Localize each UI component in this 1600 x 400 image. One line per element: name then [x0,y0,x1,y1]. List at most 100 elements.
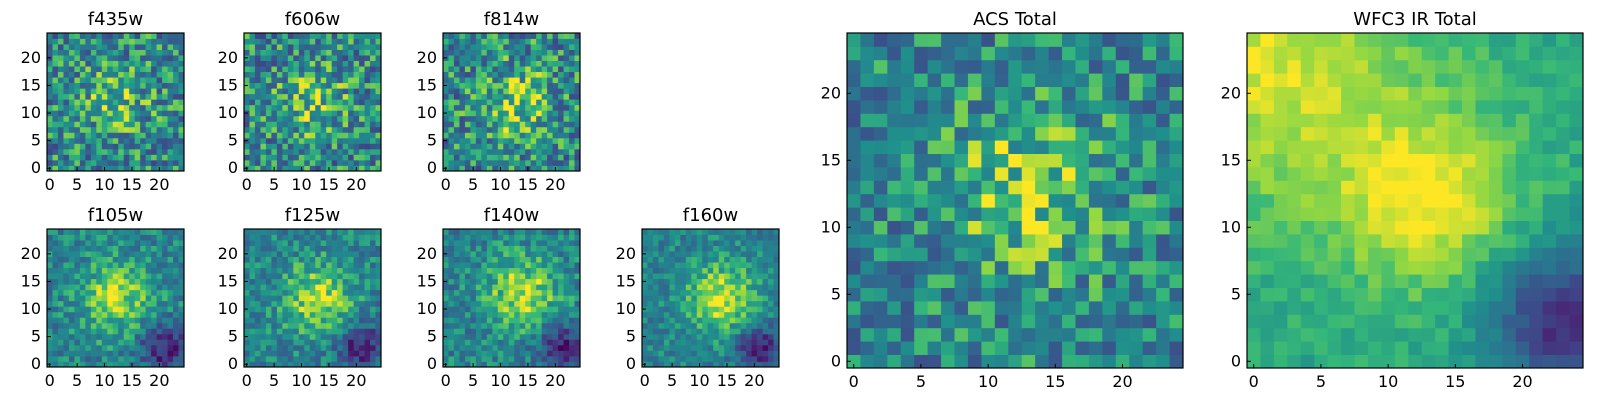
heatmap-cell [167,306,174,313]
heatmap-cell [337,71,344,78]
heatmap-cell [735,240,742,246]
heatmap-cell [129,322,136,329]
heatmap-cell [773,245,780,252]
heatmap-cell [702,344,709,351]
heatmap-cell [162,148,168,155]
heatmap-cell [519,289,526,296]
heatmap-cell [348,55,354,61]
heatmap-cell [178,60,185,67]
heatmap-cell [129,99,136,106]
heatmap-cell [552,344,559,351]
heatmap-cell [331,229,338,235]
heatmap-cell [652,361,659,368]
heatmap-cell [140,328,147,335]
heatmap-cell [298,262,305,269]
heatmap-cell [563,115,570,122]
heatmap-cell [178,71,185,78]
heatmap-cell [541,251,548,257]
heatmap-cell [178,273,185,280]
heatmap-cell [574,143,581,150]
heatmap-cell [453,154,460,161]
heatmap-cell [342,93,349,100]
heatmap-cell [370,300,376,307]
heatmap-cell [558,350,564,357]
heatmap-cell [112,229,119,235]
heatmap-cell [1075,274,1090,288]
heatmap-cell [642,256,648,263]
heatmap-cell [773,333,780,340]
heatmap-cell [569,154,575,161]
heatmap-cell [746,273,752,280]
heatmap-cell [927,234,942,248]
heatmap-cell [519,311,526,318]
heatmap-cell [525,317,532,324]
heatmap-cell [101,234,108,241]
y-tick-label: 5 [228,131,238,150]
heatmap-cell [68,289,75,296]
heatmap-cell [1075,234,1090,248]
heatmap-cell [503,66,510,73]
heatmap-cell [497,71,504,78]
heatmap-cell [887,314,902,329]
heatmap-cell [735,350,742,357]
heatmap-cell [453,317,460,324]
heatmap-cell [68,251,75,257]
heatmap-cell [497,77,504,84]
heatmap-cell [337,154,344,161]
heatmap-cell [337,339,344,346]
heatmap-cell [112,311,119,318]
heatmap-cell [162,137,168,144]
heatmap-cell [1169,207,1184,221]
heatmap-cell [315,240,322,246]
heatmap-cell [331,333,338,340]
heatmap-cell [464,121,471,128]
heatmap-cell [751,240,758,246]
heatmap-cell [1088,220,1103,235]
heatmap-cell [514,38,521,45]
heatmap-cell [530,289,537,296]
heatmap-cell [260,110,267,117]
heatmap-cell [508,328,515,335]
heatmap-cell [309,262,316,269]
x-tick-label: 15 [319,175,339,194]
heatmap-cell [696,289,703,296]
heatmap-cell [481,295,488,302]
heatmap-cell [276,60,283,67]
heatmap-cell [530,311,537,318]
heatmap-cell [658,328,665,335]
heatmap-cell [173,284,179,291]
heatmap-cell [353,154,360,161]
heatmap-cell [52,121,59,128]
heatmap-cell [1129,207,1144,221]
heatmap-cell [707,317,714,324]
heatmap-cell [315,165,322,172]
heatmap-cell [508,121,515,128]
heatmap-cell [118,71,125,78]
heatmap-cell [112,256,119,263]
heatmap-cell [914,167,929,181]
heatmap-cell [96,229,103,235]
heatmap-cell [167,66,174,73]
heatmap-cell [320,306,327,313]
heatmap-cell [326,115,333,122]
heatmap-cell [508,44,515,50]
heatmap-cell [967,260,982,275]
heatmap-cell [563,322,570,329]
heatmap-cell [481,148,488,155]
heatmap-cell [118,229,125,235]
heatmap-cell [320,361,327,368]
heatmap-cell [260,284,267,291]
heatmap-cell [707,289,714,296]
heatmap-cell [569,267,575,274]
heatmap-cell [994,260,1009,275]
heatmap-cell [107,256,114,263]
heatmap-cell [773,273,780,280]
heatmap-cell [563,278,570,285]
heatmap-cell [249,289,256,296]
heatmap-cell [276,143,283,150]
heatmap-cell [519,240,526,246]
heatmap-cell [282,88,289,95]
heatmap-cell [954,327,969,342]
heatmap-cell [492,240,499,246]
heatmap-cell [348,251,354,257]
